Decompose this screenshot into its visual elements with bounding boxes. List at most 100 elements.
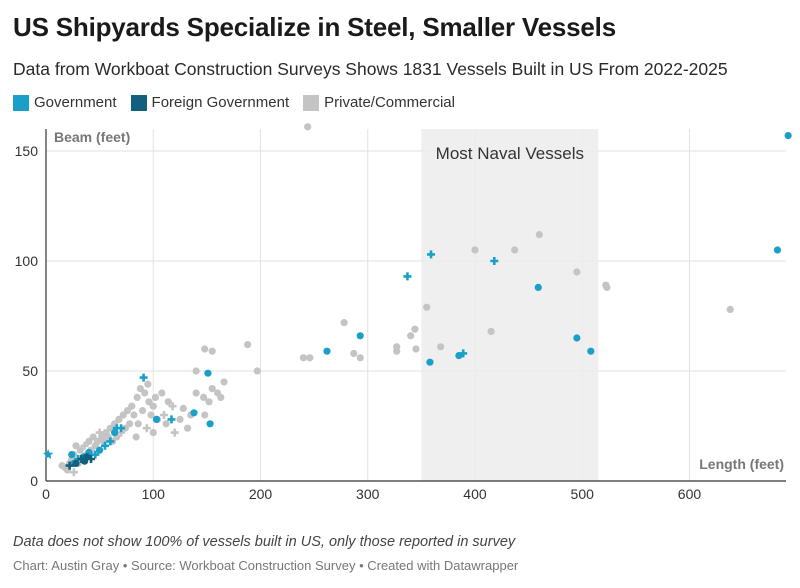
point-private-commercial [95, 428, 104, 437]
x-tick-label: 200 [249, 486, 273, 500]
point-private-commercial [603, 283, 611, 291]
point-private-commercial [147, 411, 155, 419]
point-private-commercial [220, 378, 228, 386]
point-private-commercial [144, 380, 152, 388]
point-government [190, 409, 198, 417]
point-private-commercial [437, 343, 445, 351]
point-private-commercial [340, 319, 348, 327]
point-private-commercial [58, 462, 66, 470]
point-private-commercial [201, 345, 209, 353]
x-tick-label: 100 [142, 486, 166, 500]
point-government [773, 246, 782, 254]
point-private-commercial [145, 398, 153, 406]
legend-label-private-commercial: Private/Commercial [324, 94, 455, 111]
point-government [206, 420, 214, 428]
scatter-chart: 0 100 200 300 400 500 600 0 50 100 150 Beam (feet)… [15, 123, 792, 500]
legend-item-government: Government [13, 94, 117, 111]
point-private-commercial [411, 325, 419, 333]
legend-label-foreign-government: Foreign Government [151, 94, 290, 111]
point-private-commercial [151, 393, 159, 401]
point-government [96, 446, 104, 454]
point-private-commercial [192, 367, 200, 375]
legend-item-private-commercial: Private/Commercial [303, 94, 455, 111]
point-private-commercial [121, 424, 129, 432]
axes: 0 100 200 300 400 500 600 0 50 100 150 [15, 129, 786, 500]
point-private-commercial [253, 367, 261, 375]
point-government [490, 257, 499, 265]
point-government [573, 334, 581, 342]
point-foreign-government [72, 459, 80, 467]
footnote: Data does not show 100% of vessels built… [13, 534, 516, 550]
x-tick-label: 500 [571, 486, 595, 500]
naval-band-label: Most Naval Vessels [436, 144, 584, 163]
point-private-commercial [149, 429, 157, 437]
data-points [42, 123, 792, 477]
point-private-commercial [72, 442, 80, 450]
point-private-commercial [244, 341, 252, 349]
point-private-commercial [158, 389, 166, 397]
point-private-commercial [487, 327, 495, 335]
legend: Government Foreign Government Private/Co… [13, 94, 455, 111]
point-private-commercial [412, 345, 420, 353]
point-government [534, 283, 542, 291]
y-tick-label: 0 [30, 473, 38, 489]
point-private-commercial [208, 347, 216, 355]
y-tick-label: 50 [22, 363, 38, 379]
naval-band-rect [421, 129, 599, 481]
y-tick-label: 100 [15, 253, 39, 269]
point-government [587, 347, 595, 355]
point-private-commercial [306, 354, 314, 362]
point-private-commercial [179, 404, 187, 412]
point-government [152, 415, 161, 423]
point-private-commercial [138, 407, 147, 415]
point-private-commercial [162, 420, 170, 428]
point-private-commercial [393, 347, 401, 355]
point-private-commercial [201, 411, 209, 419]
legend-item-foreign-government: Foreign Government [130, 94, 290, 111]
x-tick-label: 400 [463, 486, 487, 500]
point-private-commercial [350, 349, 358, 357]
point-private-commercial [356, 354, 364, 362]
legend-swatch-private-commercial [303, 94, 320, 111]
point-private-commercial [85, 437, 93, 445]
point-private-commercial [407, 332, 415, 340]
point-government [42, 449, 54, 460]
x-tick-label: 0 [42, 486, 50, 500]
point-private-commercial [183, 424, 192, 432]
point-government [91, 450, 100, 459]
point-government [167, 415, 176, 424]
point-private-commercial [159, 411, 168, 419]
point-government [106, 437, 115, 446]
point-private-commercial [168, 402, 177, 411]
y-axis-title: Beam (feet) [54, 129, 130, 145]
y-tick-label: 150 [15, 143, 39, 159]
legend-swatch-foreign-government [130, 94, 147, 111]
point-government [427, 250, 436, 259]
point-government [459, 349, 468, 358]
point-private-commercial [136, 385, 144, 393]
point-private-commercial [80, 441, 89, 450]
point-foreign-government [65, 461, 74, 470]
x-tick-label: 300 [356, 486, 380, 500]
point-private-commercial [192, 389, 200, 397]
naval-band [421, 129, 599, 481]
credit-line: Chart: Austin Gray • Source: Workboat Co… [13, 558, 519, 573]
point-private-commercial [217, 393, 225, 401]
point-private-commercial [511, 246, 519, 254]
point-private-commercial [535, 231, 543, 239]
point-foreign-government [87, 455, 96, 463]
point-private-commercial [133, 393, 141, 401]
point-private-commercial [304, 123, 312, 131]
point-government [356, 332, 364, 340]
x-axis-title: Length (feet) [699, 456, 784, 472]
point-government [403, 272, 412, 281]
point-government [112, 424, 121, 433]
point-private-commercial [423, 303, 431, 311]
point-private-commercial [200, 393, 208, 401]
point-government [139, 373, 148, 382]
legend-swatch-government [13, 94, 29, 111]
point-private-commercial [205, 398, 213, 406]
point-private-commercial [573, 268, 581, 276]
point-government [68, 451, 76, 459]
point-private-commercial [299, 354, 307, 362]
